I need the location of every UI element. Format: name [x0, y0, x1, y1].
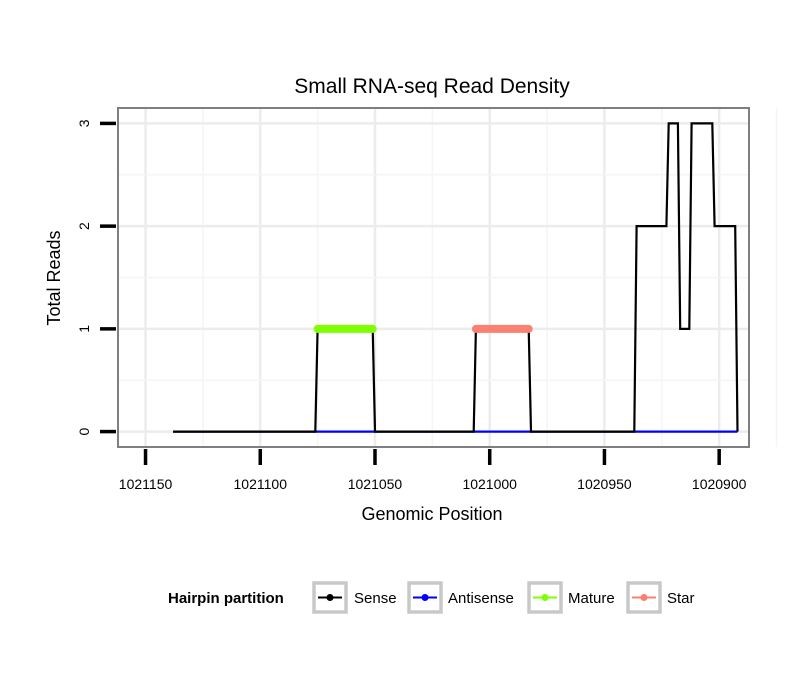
legend-key-point-star: [640, 594, 648, 601]
legend: Hairpin partition Sense Antisense Mature St…: [168, 581, 695, 614]
y-tick-label-0: 0: [76, 427, 92, 435]
y-tick-label-2: 2: [76, 222, 92, 230]
x-axis: 1021150 1021100 1021050 1021000 1020950 10209…: [119, 449, 747, 492]
series-line-sense: [173, 122, 739, 433]
legend-label-mature: Mature: [568, 590, 615, 607]
legend-title: Hairpin partition: [168, 590, 284, 607]
plot-series: [173, 122, 739, 433]
x-axis-title: Genomic Position: [361, 504, 502, 524]
x-tick-label-0: 1021150: [119, 476, 173, 492]
legend-key-point-antisense: [421, 594, 429, 601]
y-tick-label-3: 3: [76, 119, 92, 127]
x-tick-label-4: 1020950: [577, 476, 632, 492]
plot-gridlines: [118, 108, 778, 447]
legend-label-sense: Sense: [354, 590, 397, 607]
x-tick-label-5: 1020900: [692, 476, 747, 492]
legend-key-point-mature: [541, 594, 549, 601]
legend-label-star: Star: [667, 590, 695, 607]
legend-key-point-sense: [326, 594, 334, 601]
plot-panel-border: [117, 107, 750, 448]
y-axis: 0 1 2 3: [76, 119, 116, 435]
legend-label-antisense: Antisense: [448, 590, 514, 607]
x-tick-label-1: 1021100: [234, 476, 288, 492]
x-tick-label-3: 1021000: [462, 476, 517, 492]
y-axis-title: Total Reads: [44, 230, 64, 325]
y-tick-label-1: 1: [76, 325, 92, 333]
chart-title: Small RNA-seq Read Density: [294, 75, 570, 98]
x-tick-label-2: 1021050: [348, 476, 403, 492]
